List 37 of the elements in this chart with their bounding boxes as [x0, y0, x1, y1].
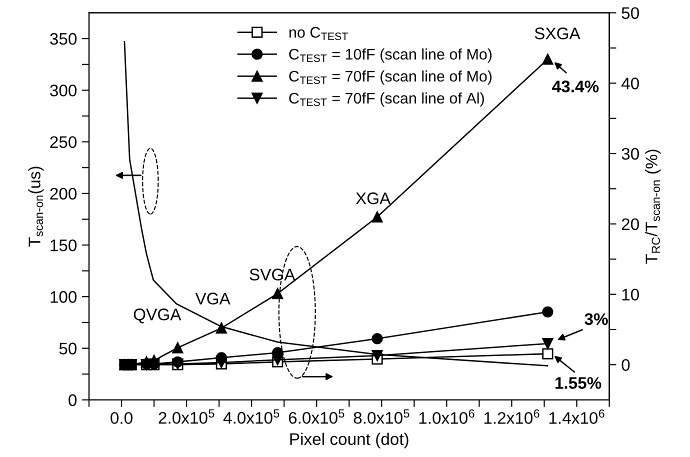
y-tick-label: 150 — [50, 239, 77, 252]
y-tick-label: 350 — [50, 33, 77, 45]
x-tick-label: 6.0x10$^{5}$ — [288, 409, 344, 424]
y-axis-title: T$_{scan-on}$(us) — [28, 166, 44, 247]
annotation: SXGA — [534, 28, 580, 40]
x-tick-label: 1.4x10$^{6}$ — [549, 409, 604, 424]
y2-tick-label: 50 — [622, 7, 639, 19]
x-tick-label: 4.0x10$^{5}$ — [223, 409, 280, 424]
annotation: 43.4% — [552, 80, 599, 92]
y2-tick-label: 30 — [622, 148, 639, 160]
x-tick-label: 8.0x10$^{5}$ — [354, 409, 410, 424]
y-tick-label: 50 — [59, 342, 77, 354]
x-tick-label: 1.0x10$^{6}$ — [419, 409, 474, 424]
x-tick-label: 1.2x10$^{6}$ — [484, 409, 540, 424]
y2-tick-label: 0 — [622, 359, 630, 371]
y2-axis-title: T$_{RC}$/T$_{scan-on}$ (%) — [645, 150, 661, 264]
x-tick-label: 2.0x10$^{5}$ — [158, 409, 214, 424]
legend-label: C$_{TEST}$ = 70fF (scan line of Mo) — [289, 70, 492, 85]
y2-tick-label: 40 — [621, 78, 639, 90]
y2-tick-label: 10 — [622, 288, 639, 301]
legend-label: C$_{TEST}$ = 70fF (scan line of Al) — [289, 92, 484, 107]
annotation: XGA — [356, 192, 391, 204]
y-tick-label: 200 — [50, 188, 77, 200]
annotation: 1.55% — [555, 377, 602, 389]
annotation: 3% — [584, 313, 608, 326]
annotation: SVGA — [250, 268, 296, 280]
x-axis-title: Pixel count (dot) — [290, 432, 408, 448]
annotation: QVGA — [134, 308, 182, 324]
y2-tick-label: 20 — [622, 218, 639, 230]
x-tick-label: 0.0 — [110, 412, 132, 424]
y-tick-label: 250 — [50, 136, 77, 148]
annotation: VGA — [195, 292, 230, 304]
legend-label: no C$_{TEST}$ — [289, 26, 348, 40]
legend-label: C$_{TEST}$ = 10fF (scan line of Mo) — [289, 48, 492, 63]
y-tick-label: 100 — [50, 291, 77, 303]
y-tick-label: 0 — [68, 394, 77, 406]
y-tick-label: 300 — [50, 84, 77, 96]
